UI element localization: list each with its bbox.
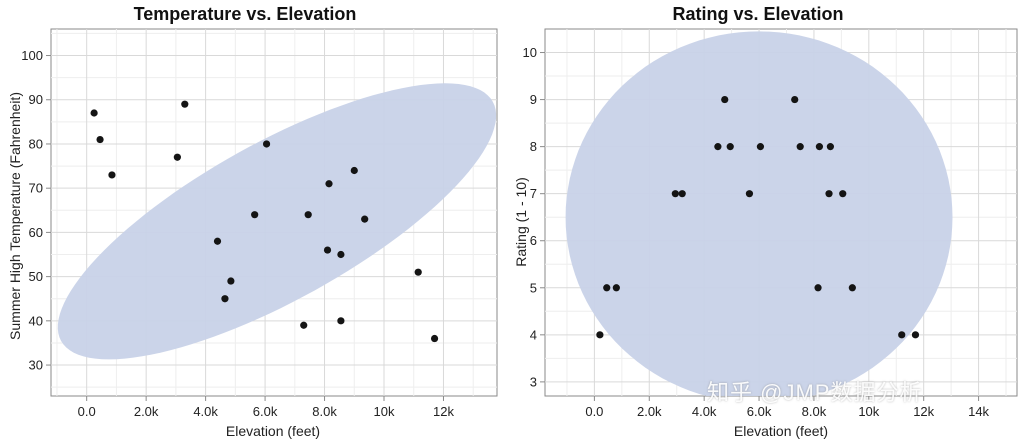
x-tick-label: 4.0k: [193, 404, 218, 419]
data-point: [90, 109, 98, 117]
data-point: [108, 171, 116, 179]
data-point: [714, 143, 722, 151]
density-ellipse: [57, 83, 497, 360]
x-tick-label: 6.0k: [253, 404, 278, 419]
x-tick-label: 2.0k: [134, 404, 159, 419]
y-tick-label: 50: [29, 269, 43, 284]
data-point: [678, 190, 686, 198]
data-point: [221, 295, 229, 303]
data-point: [898, 331, 906, 339]
data-point: [825, 190, 833, 198]
data-point: [181, 100, 189, 108]
data-point: [791, 95, 799, 104]
data-point: [596, 331, 604, 339]
data-point: [839, 190, 847, 198]
y-tick-label: 30: [29, 358, 43, 373]
y-axis-label: Summer High Temperature (Fahrenheit): [7, 92, 23, 340]
x-axis-label: Elevation (feet): [734, 423, 828, 439]
chart-title: Temperature vs. Elevation: [134, 4, 357, 24]
data-point: [414, 268, 422, 276]
data-point: [756, 143, 765, 151]
y-tick-label: 100: [21, 48, 43, 63]
x-axis-label: Elevation (feet): [226, 423, 320, 439]
data-point: [337, 250, 345, 259]
data-point: [848, 284, 856, 292]
data-point: [815, 143, 824, 151]
data-point: [300, 321, 308, 329]
data-point: [325, 180, 333, 188]
plot-area: 0.0 2.0k 4.0k 6.0k 8.0k 10k 12k 30 40 50 60 70 80 90 1…: [21, 28, 498, 419]
chart-title: Rating vs. Elevation: [672, 4, 843, 24]
y-tick-label: 70: [29, 181, 43, 196]
x-tick-label: 8.0k: [312, 404, 337, 419]
data-point: [911, 331, 920, 339]
rating-chart: 0.0 2.0k 4.0k 6.0k 8.0k 10k 12k 14k 3 4 5 6 7 8 9 10 Ra…: [513, 4, 1018, 439]
y-tick-label: 6: [530, 233, 537, 248]
data-point: [430, 334, 439, 343]
plot-area: 0.0 2.0k 4.0k 6.0k 8.0k 10k 12k 14k 3 4 5 6 7 8 9 10: [523, 28, 1018, 419]
data-point: [304, 211, 312, 219]
data-point: [173, 153, 181, 161]
data-point: [96, 135, 104, 144]
y-tick-label: 60: [29, 225, 43, 240]
y-tick-label: 8: [530, 139, 537, 154]
data-point: [251, 211, 259, 219]
data-point: [262, 140, 271, 148]
y-tick-label: 40: [29, 313, 43, 328]
data-point: [337, 317, 345, 325]
x-tick-label: 14k: [968, 404, 989, 419]
y-tick-label: 10: [523, 45, 537, 60]
data-point: [721, 95, 729, 104]
y-tick-label: 5: [530, 280, 537, 295]
y-tick-label: 80: [29, 136, 43, 151]
x-tick-label: 10k: [858, 404, 879, 419]
data-point: [826, 143, 834, 151]
density-ellipse: [565, 31, 953, 396]
y-axis-label: Rating (1 - 10): [513, 177, 529, 266]
data-point: [796, 143, 804, 151]
y-tick-label: 7: [530, 186, 537, 201]
y-tick-label: 3: [530, 374, 537, 389]
temperature-chart: 0.0 2.0k 4.0k 6.0k 8.0k 10k 12k 30 40 50 60 70 80 90 1…: [7, 4, 498, 439]
data-point: [350, 166, 358, 175]
x-tick-label: 8.0k: [802, 404, 827, 419]
data-point: [213, 237, 222, 245]
x-tick-label: 0.0: [78, 404, 96, 419]
y-tick-label: 90: [29, 92, 43, 107]
data-point: [745, 190, 754, 198]
data-point: [323, 246, 332, 254]
data-point: [603, 284, 611, 292]
x-tick-label: 0.0: [585, 404, 603, 419]
x-tick-label: 4.0k: [692, 404, 717, 419]
x-tick-label: 12k: [913, 404, 934, 419]
data-point: [726, 143, 734, 151]
x-tick-label: 10k: [374, 404, 395, 419]
data-point: [361, 215, 369, 223]
data-point: [612, 284, 620, 292]
data-point: [671, 190, 679, 198]
y-tick-label: 9: [530, 92, 537, 107]
x-tick-label: 6.0k: [747, 404, 772, 419]
data-point: [227, 277, 235, 285]
watermark: 知乎 @JMP数据分析: [707, 380, 923, 405]
x-tick-label: 12k: [433, 404, 454, 419]
data-point: [814, 284, 822, 292]
y-tick-label: 4: [530, 327, 537, 342]
x-tick-label: 2.0k: [637, 404, 662, 419]
